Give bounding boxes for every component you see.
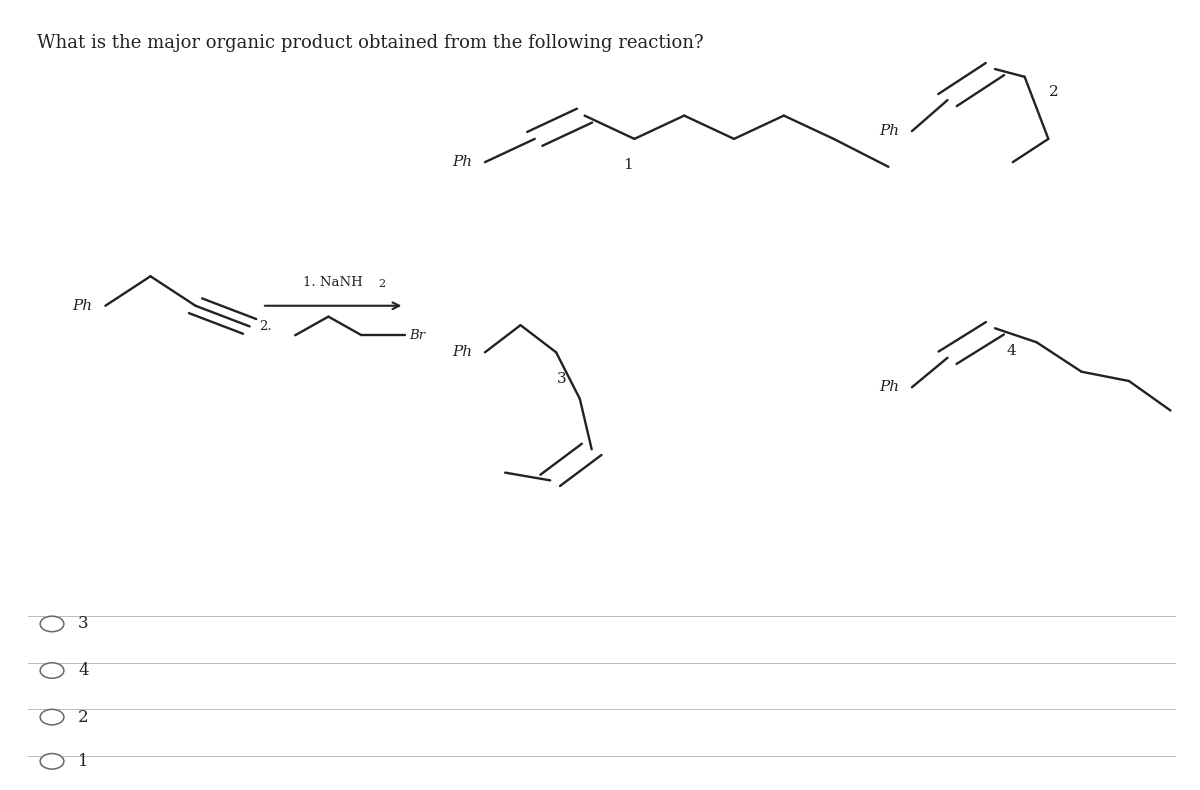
Text: Ph: Ph: [878, 124, 899, 138]
Circle shape: [40, 616, 64, 632]
Text: Br: Br: [409, 329, 426, 342]
Text: 2: 2: [1050, 85, 1060, 99]
Circle shape: [40, 663, 64, 679]
Text: 1: 1: [78, 753, 89, 769]
Text: 4: 4: [1007, 344, 1016, 358]
Text: 1: 1: [624, 158, 634, 172]
Circle shape: [40, 709, 64, 725]
Text: What is the major organic product obtained from the following reaction?: What is the major organic product obtain…: [36, 34, 703, 52]
Text: 3: 3: [78, 615, 89, 633]
Text: 2.: 2.: [259, 320, 272, 333]
Text: Ph: Ph: [451, 155, 472, 169]
Text: 3: 3: [557, 372, 566, 386]
Text: 4: 4: [78, 662, 89, 679]
Text: Ph: Ph: [72, 299, 92, 313]
Text: Ph: Ph: [878, 380, 899, 394]
Text: 2: 2: [78, 709, 89, 725]
Text: 1. NaNH: 1. NaNH: [304, 276, 364, 288]
Circle shape: [40, 754, 64, 769]
Text: Ph: Ph: [451, 345, 472, 359]
Text: 2: 2: [378, 279, 385, 288]
